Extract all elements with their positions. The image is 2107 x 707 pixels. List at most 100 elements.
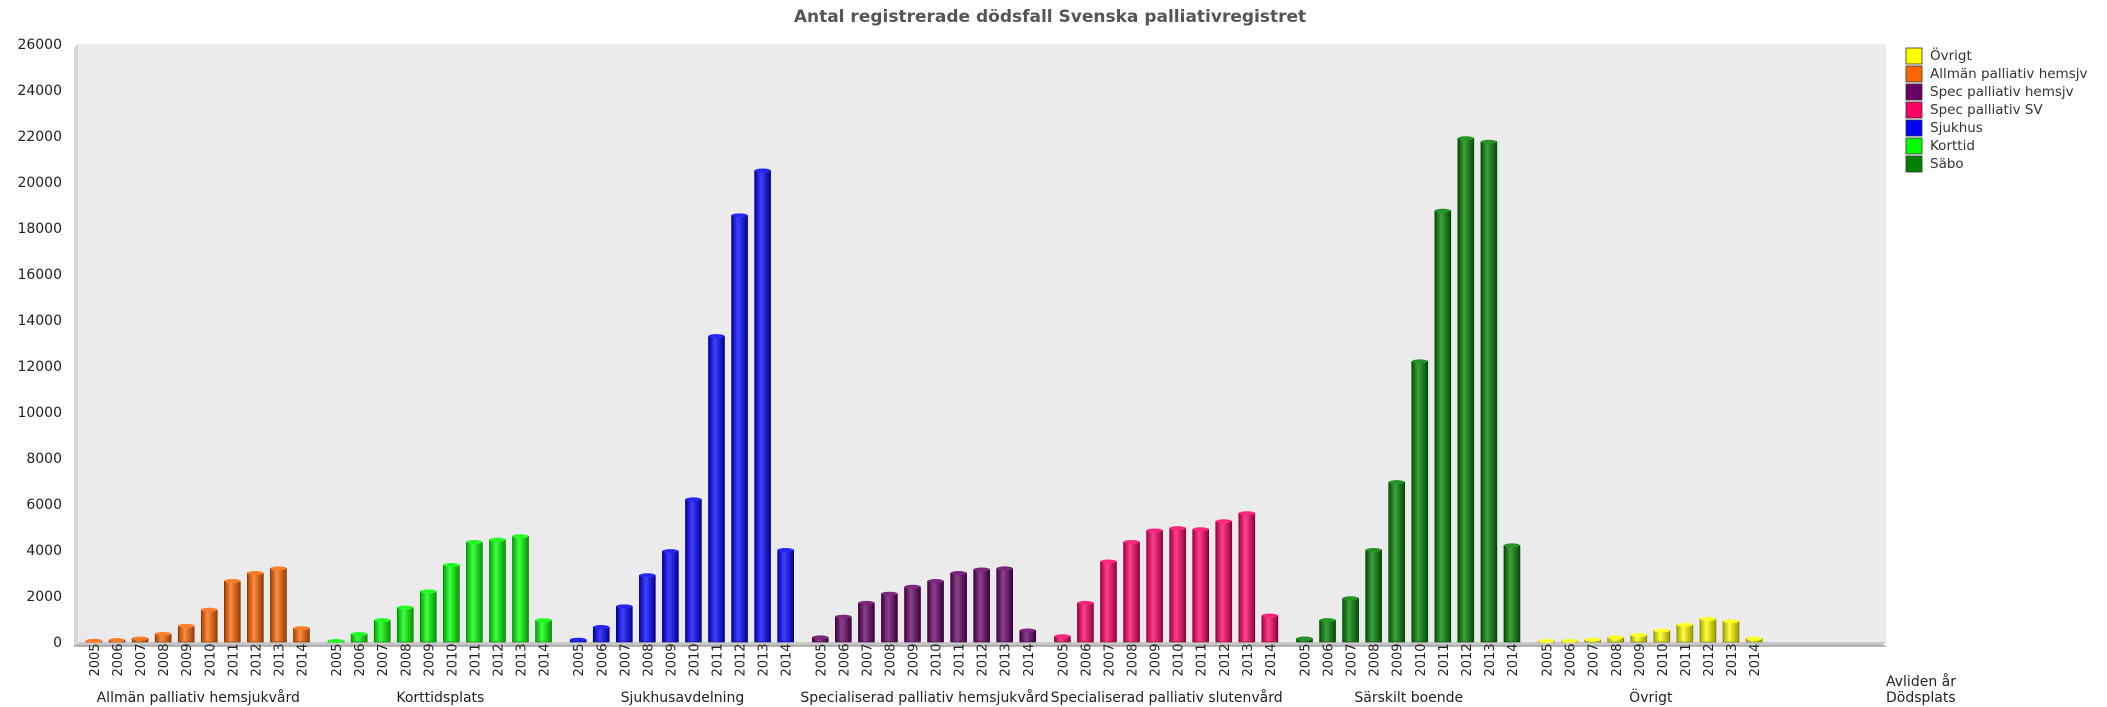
x-tick-label: 2008: [1610, 643, 1625, 676]
bar: [950, 572, 967, 643]
bar-cap: [1561, 638, 1578, 643]
bar: [1411, 361, 1429, 643]
legend-swatch: [1905, 101, 1923, 119]
bar: [1100, 561, 1117, 643]
plot-area: [74, 44, 1886, 647]
bar: [373, 619, 391, 643]
bar-cap: [1319, 618, 1336, 623]
legend-swatch: [1905, 137, 1923, 155]
x-tick-label: 2011: [226, 643, 241, 676]
bar: [1123, 541, 1140, 643]
bar-cap: [1077, 600, 1094, 605]
bar-cap: [293, 626, 310, 631]
bar-cap: [835, 614, 852, 619]
bar-cap: [881, 591, 898, 596]
bar-cap: [1723, 619, 1739, 624]
x-tick-label: 2013: [757, 643, 772, 676]
chart-title: Antal registrerade dödsfall Svenska pall…: [794, 7, 1306, 27]
x-tick-label: 2006: [1322, 643, 1337, 676]
x-tick-label: 2005: [330, 643, 345, 676]
bar: [731, 215, 748, 643]
x-tick-label: 2007: [860, 643, 875, 676]
bar: [777, 549, 794, 643]
bar-cap: [270, 566, 287, 571]
bar: [1342, 597, 1359, 643]
bar: [443, 564, 460, 643]
bar-cap: [639, 573, 656, 578]
y-tick-label: 4000: [26, 543, 62, 559]
bar-cap: [1653, 628, 1670, 633]
legend-label: Spec palliativ hemsjv: [1930, 84, 2074, 100]
bar-cap: [1503, 543, 1520, 548]
bar-cap: [858, 600, 875, 605]
legend-swatch: [1905, 155, 1923, 173]
group-label: Övrigt: [1629, 688, 1673, 706]
x-tick-label: 2010: [203, 643, 218, 676]
x-tick-label: 2014: [1748, 643, 1763, 676]
bar: [1388, 481, 1405, 643]
y-tick-label: 24000: [17, 83, 62, 99]
bar-cap: [593, 625, 610, 630]
bar-cap: [247, 571, 264, 575]
x-axis: 2005 2006 2007 2008 2009 2010 2011 2012 2013 2014…: [88, 643, 1763, 706]
x-tick-label: 2014: [1506, 643, 1521, 676]
bar: [639, 574, 656, 643]
bar: [881, 593, 898, 643]
group-label: Allmän palliativ hemsjukvård: [97, 689, 300, 706]
bar: [396, 607, 414, 643]
bar-cap: [777, 548, 794, 552]
x-tick-label: 2007: [134, 643, 149, 676]
x-tick-label: 2011: [711, 643, 726, 676]
legend-label: Sjukhus: [1930, 120, 1983, 136]
legend-label: Säbo: [1930, 156, 1964, 172]
group-label: Sjukhusavdelning: [621, 690, 745, 706]
y-tick-label: 0: [53, 635, 62, 651]
legend-swatch: [1905, 119, 1923, 137]
bar: [293, 627, 310, 643]
bar: [708, 335, 725, 643]
x-tick-label: 2007: [1345, 643, 1360, 676]
bar-cap: [178, 623, 195, 628]
bar-cap: [570, 637, 587, 642]
x-tick-label: 2006: [1564, 643, 1579, 676]
bar-cap: [1699, 617, 1716, 621]
plot-wall-left: [74, 44, 78, 646]
bar-cap: [1676, 622, 1693, 627]
bar: [247, 572, 264, 643]
x-tick-label: 2012: [976, 643, 991, 676]
bar-cap: [466, 539, 483, 544]
x-tick-label: 2014: [1022, 643, 1037, 676]
y-tick-label: 26000: [17, 37, 62, 53]
x-tick-label: 2012: [491, 643, 506, 676]
legend-label: Övrigt: [1930, 46, 1972, 64]
bar-cap: [1411, 359, 1428, 364]
bar: [200, 609, 218, 643]
plot-floor: [74, 642, 1886, 646]
x-tick-label: 2006: [353, 643, 368, 676]
x-tick-label: 2009: [1149, 643, 1164, 676]
bar-cap: [1342, 596, 1359, 601]
x-tick-label: 2006: [111, 643, 126, 676]
bar-cap: [927, 579, 944, 584]
bar-cap: [1215, 519, 1232, 524]
bar-cap: [1146, 528, 1163, 533]
bar: [177, 625, 195, 643]
bar: [662, 550, 679, 643]
legend-swatch: [1905, 83, 1923, 101]
group-label: Specialiserad palliativ slutenvård: [1051, 689, 1283, 706]
y-axis: 0 2000 4000 6000 8000 10000 12000 14000 16000 180…: [17, 37, 62, 651]
x-tick-label: 2013: [999, 643, 1014, 676]
bar: [1676, 624, 1694, 643]
group-label: Specialiserad palliativ hemsjukvård: [800, 689, 1048, 706]
legend-label: Spec palliativ SV: [1930, 102, 2043, 118]
x-tick-label: 2014: [295, 643, 310, 676]
bar: [835, 616, 852, 643]
y-tick-label: 2000: [26, 589, 62, 605]
bar-cap: [1480, 139, 1497, 144]
x-tick-label: 2007: [618, 643, 633, 676]
bar-cap: [1169, 526, 1186, 531]
x-tick-label: 2013: [1241, 643, 1256, 676]
y-tick-label: 20000: [17, 175, 62, 191]
x-tick-label: 2006: [1079, 643, 1094, 676]
